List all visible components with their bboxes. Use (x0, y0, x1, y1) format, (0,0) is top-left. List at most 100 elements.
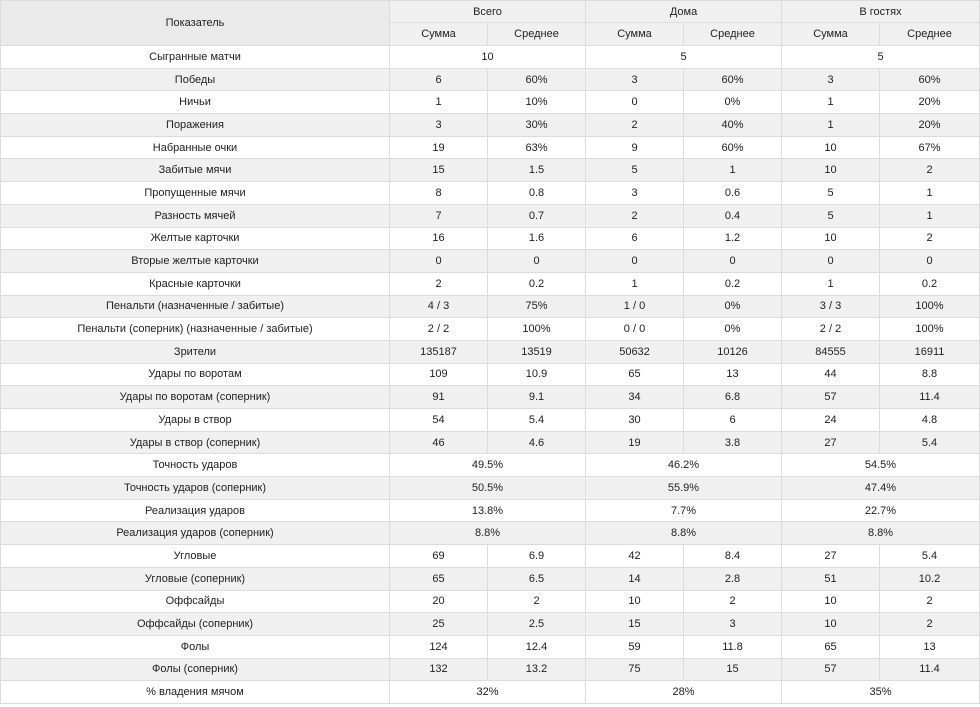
stat-cell: 54.5% (781, 453, 980, 478)
stat-cell: 132 (389, 657, 488, 682)
stat-cell: 8 (389, 181, 488, 205)
stat-cell: 9.1 (487, 385, 586, 409)
row-label: Угловые (соперник) (0, 566, 390, 591)
stat-cell: 47.4% (781, 476, 980, 500)
stat-cell: 3 (781, 67, 880, 92)
stat-cell: 124 (389, 634, 488, 659)
table-row: Забитые мячи 15 1.5 5 1 10 2 (0, 158, 980, 183)
table-row: Угловые (соперник) 65 6.5 14 2.8 51 10.2 (0, 566, 980, 591)
stat-cell: 0.2 (879, 271, 980, 296)
stat-cell: 44 (781, 362, 880, 387)
row-label: Реализация ударов (0, 498, 390, 523)
table-row: Удары в створ 54 5.4 30 6 24 4.8 (0, 408, 980, 432)
table-row: Удары в створ (соперник) 46 4.6 19 3.8 27 5.4 (0, 430, 980, 455)
row-label: Набранные очки (0, 135, 390, 160)
stat-cell: 15 (683, 657, 782, 682)
stat-cell: 10126 (683, 339, 782, 364)
stat-cell: 1.5 (487, 158, 586, 183)
stat-cell: 50.5% (389, 476, 586, 500)
table-row: % владения мячом 32% 28% 35% (0, 680, 980, 704)
stat-cell: 6.8 (683, 385, 782, 409)
stat-cell: 0% (683, 317, 782, 341)
stat-cell: 27 (781, 544, 880, 568)
row-label: Пенальти (назначенные / забитые) (0, 294, 390, 319)
stat-cell: 10 (781, 589, 880, 614)
table-body: Сыгранные матчи 10 5 5 Победы 6 60% 3 60% 3 60% Нич… (0, 45, 980, 704)
header-sum: Сумма (585, 22, 684, 46)
stat-cell: 75 (585, 657, 684, 682)
stat-cell: 8.8% (585, 521, 782, 546)
stat-cell: 10 (781, 135, 880, 160)
row-label: Фолы (соперник) (0, 657, 390, 682)
row-label: Пропущенные мячи (0, 181, 390, 205)
table-row: Угловые 69 6.9 42 8.4 27 5.4 (0, 544, 980, 568)
header-indicator: Показатель (0, 0, 390, 46)
stat-cell: 55.9% (585, 476, 782, 500)
stat-cell: 100% (879, 317, 980, 341)
stat-cell: 10 (781, 612, 880, 636)
stat-cell: 2 (879, 612, 980, 636)
stat-cell: 24 (781, 408, 880, 432)
header-sum: Сумма (781, 22, 880, 46)
table-row: Фолы (соперник) 132 13.2 75 15 57 11.4 (0, 657, 980, 682)
table-row: Набранные очки 19 63% 9 60% 10 67% (0, 135, 980, 160)
row-label: Удары в створ (0, 408, 390, 432)
table-row: Разность мячей 7 0.7 2 0.4 5 1 (0, 203, 980, 228)
stat-cell: 91 (389, 385, 488, 409)
stat-cell: 5 (585, 158, 684, 183)
stat-cell: 2 (683, 589, 782, 614)
table-header: Показатель Всего Дома В гостях Сумма Сре… (0, 0, 980, 46)
stat-cell: 5 (781, 203, 880, 228)
stat-cell: 19 (585, 430, 684, 455)
table-row: Пропущенные мячи 8 0.8 3 0.6 5 1 (0, 181, 980, 205)
header-group-away: В гостях (781, 0, 980, 23)
table-row: Точность ударов 49.5% 46.2% 54.5% (0, 453, 980, 478)
stat-cell: 60% (683, 67, 782, 92)
table-row: Реализация ударов 13.8% 7.7% 22.7% (0, 498, 980, 523)
row-label: Оффсайды (0, 589, 390, 614)
stat-cell: 59 (585, 634, 684, 659)
row-label: Удары по воротам (0, 362, 390, 387)
stat-cell: 0.6 (683, 181, 782, 205)
table-row: Сыгранные матчи 10 5 5 (0, 45, 980, 69)
stat-cell: 63% (487, 135, 586, 160)
row-label: Удары по воротам (соперник) (0, 385, 390, 409)
stat-cell: 0% (683, 294, 782, 319)
stat-cell: 16 (389, 226, 488, 251)
table-row: Удары по воротам (соперник) 91 9.1 34 6.8 57 1… (0, 385, 980, 409)
header-group-total: Всего (389, 0, 586, 23)
stat-cell: 6 (585, 226, 684, 251)
row-label: Сыгранные матчи (0, 45, 390, 69)
stat-cell: 30 (585, 408, 684, 432)
stat-cell: 1 (683, 158, 782, 183)
table-row: Пенальти (назначенные / забитые) 4 / 3 75%… (0, 294, 980, 319)
stat-cell: 67% (879, 135, 980, 160)
row-label: Угловые (0, 544, 390, 568)
stat-cell: 0.2 (683, 271, 782, 296)
stat-cell: 13.8% (389, 498, 586, 523)
stat-cell: 3 (585, 67, 684, 92)
stat-cell: 2 (879, 158, 980, 183)
stat-cell: 0 (879, 249, 980, 273)
stat-cell: 57 (781, 657, 880, 682)
stat-cell: 6 (389, 67, 488, 92)
stat-cell: 0 (389, 249, 488, 273)
table-row: Пенальти (соперник) (назначенные / забит… (0, 317, 980, 341)
stat-cell: 3 / 3 (781, 294, 880, 319)
stat-cell: 0 (781, 249, 880, 273)
stat-cell: 8.8% (781, 521, 980, 546)
stat-cell: 60% (487, 67, 586, 92)
stat-cell: 10% (487, 90, 586, 115)
stat-cell: 3 (585, 181, 684, 205)
row-label: Удары в створ (соперник) (0, 430, 390, 455)
table-row: Зрители 135187 13519 50632 10126 84555 16911 (0, 339, 980, 364)
stat-cell: 16911 (879, 339, 980, 364)
stat-cell: 69 (389, 544, 488, 568)
table-row: Желтые карточки 16 1.6 6 1.2 10 2 (0, 226, 980, 251)
stat-cell: 10 (781, 226, 880, 251)
stat-cell: 8.4 (683, 544, 782, 568)
stat-cell: 0.7 (487, 203, 586, 228)
row-label: Красные карточки (0, 271, 390, 296)
stat-cell: 2.5 (487, 612, 586, 636)
stat-cell: 1 (781, 113, 880, 137)
